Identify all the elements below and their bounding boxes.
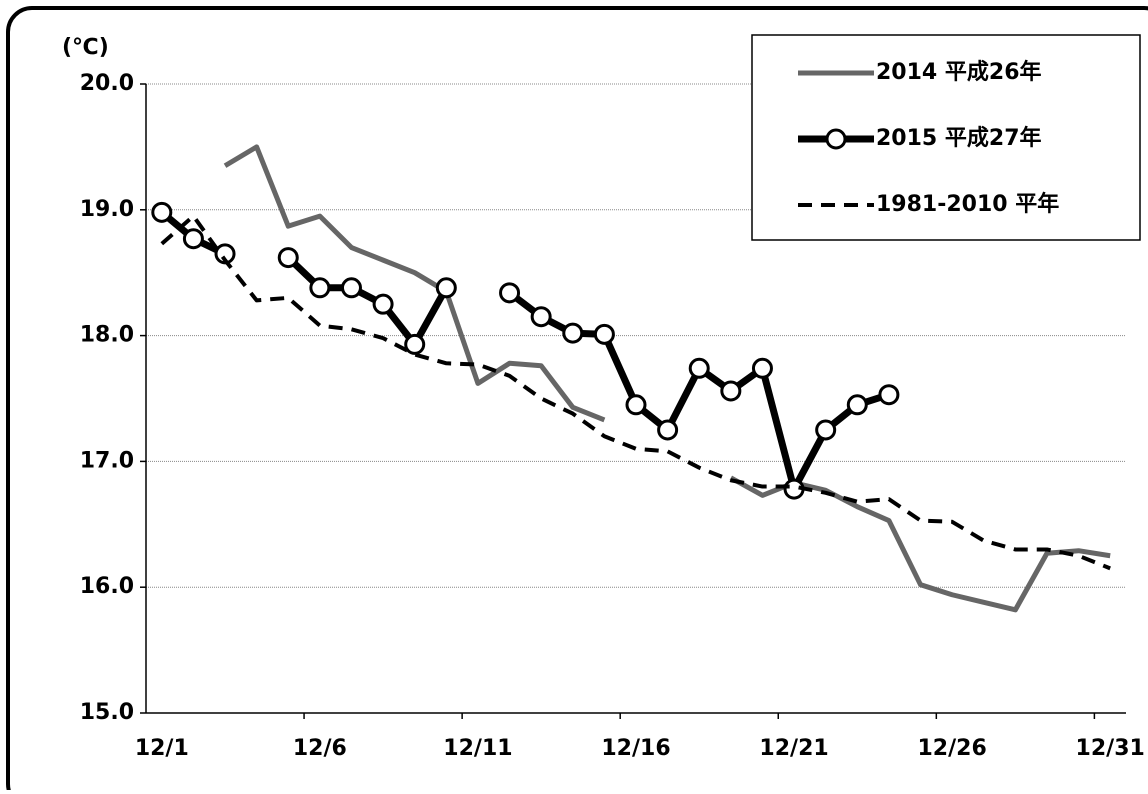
data-point [182,228,204,250]
x-tick-label: 12/6 [293,736,347,761]
x-tick-label: 12/26 [917,736,986,761]
x-tick-label: 12/1 [135,736,189,761]
data-point [657,419,679,441]
y-tick-label: 16.0 [80,574,134,599]
x-tick-label: 12/11 [443,736,512,761]
data-point [720,380,742,402]
data-point [435,277,457,299]
data-point [751,357,773,379]
data-point [530,306,552,328]
data-point [846,394,868,416]
y-tick-label: 20.0 [80,71,134,96]
y-tick-label: 15.0 [80,700,134,725]
data-point [151,201,173,223]
data-point [340,277,362,299]
data-point [499,282,521,304]
series-line [160,214,1111,571]
data-point [878,384,900,406]
legend-label: 2015 平成27年 [876,125,1042,151]
data-point [593,323,615,345]
legend-label: 1981-2010 平年 [876,191,1059,217]
data-point [372,293,394,315]
x-tick-label: 12/16 [601,736,670,761]
legend-label: 2014 平成26年 [876,59,1042,85]
y-unit: (℃) [62,35,109,60]
data-point [625,394,647,416]
legend-marker [825,128,847,150]
data-point [688,357,710,379]
y-tick-label: 17.0 [80,448,134,473]
y-tick-label: 18.0 [80,323,134,348]
frame [6,6,1148,794]
x-tick-label: 12/31 [1076,736,1145,761]
series-line [159,209,890,493]
y-tick-label: 19.0 [80,197,134,222]
data-point [404,333,426,355]
x-tick-label: 12/21 [759,736,828,761]
data-point [309,277,331,299]
data-point [277,247,299,269]
data-point [815,419,837,441]
data-point [562,322,584,344]
